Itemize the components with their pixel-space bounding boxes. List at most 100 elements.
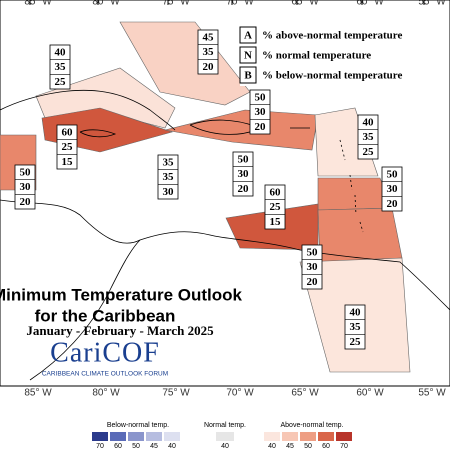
colorbar-tick: 50 [132, 443, 140, 450]
region [317, 207, 403, 263]
forecast-above: 50 [255, 92, 267, 104]
forecast-above: 45 [203, 32, 215, 44]
legend-key: A [244, 30, 252, 42]
colorbar-swatch [128, 432, 144, 441]
forecast-box [157, 154, 179, 200]
forecast-above: 50 [238, 154, 250, 166]
legend-background [240, 24, 415, 86]
forecast-box [249, 89, 271, 135]
colorbar-swatch [146, 432, 162, 441]
forecast-below: 15 [62, 156, 74, 168]
longitude-label: 75° W [162, 0, 190, 8]
forecast-normal: 30 [20, 181, 32, 193]
forecast-box [357, 114, 379, 160]
longitude-label: 80° W [92, 0, 120, 8]
colorbar-tick: 70 [340, 443, 348, 450]
forecast-above: 40 [55, 47, 67, 59]
colorbar-tick: 50 [304, 443, 312, 450]
forecast-box [344, 304, 366, 350]
forecast-below: 25 [363, 146, 375, 158]
forecast-above: 50 [20, 167, 32, 179]
forecast-above: 60 [62, 127, 74, 139]
forecast-normal: 30 [238, 168, 250, 180]
forecast-above: 40 [363, 117, 375, 129]
forecast-normal: 25 [62, 141, 74, 153]
forecast-normal: 30 [387, 183, 399, 195]
legend-key-box [239, 66, 257, 84]
forecast-box [381, 166, 403, 212]
longitude-label: 55° W [418, 388, 446, 399]
colorbar-tick: 40 [221, 443, 229, 450]
forecast-below: 25 [55, 76, 67, 88]
colorbar-swatch [110, 432, 126, 441]
forecast-normal: 30 [255, 106, 267, 118]
colorbar-swatch [216, 432, 234, 441]
forecast-below: 25 [350, 336, 362, 348]
forecast-below: 20 [307, 276, 319, 288]
colorbar-tick: 40 [168, 443, 176, 450]
legend-key-box [239, 46, 257, 64]
colorbar-tick: 45 [150, 443, 158, 450]
forecast-normal: 25 [270, 201, 282, 213]
forecast-box [264, 184, 286, 230]
forecast-normal: 35 [55, 61, 67, 73]
forecast-normal: 30 [307, 261, 319, 273]
forecast-below: 20 [20, 196, 32, 208]
coastline [79, 129, 117, 138]
forecast-box [49, 44, 71, 90]
coastline [0, 89, 176, 131]
longitude-label: 80° W [92, 388, 120, 399]
period: January - February - March 2025 [26, 323, 214, 338]
forecast-box [197, 29, 219, 75]
forecast-above: 35 [163, 157, 175, 169]
colorbar-title: Normal temp. [204, 422, 246, 429]
forecast-below: 15 [270, 216, 282, 228]
legend-text: % above-normal temperature [262, 30, 402, 42]
legend-text: % below-normal temperature [262, 70, 402, 82]
longitude-label: 65° W [291, 0, 319, 8]
forecast-below: 30 [163, 186, 175, 198]
forecast-above: 50 [387, 169, 399, 181]
colorbar-tick: 40 [268, 443, 276, 450]
forecast-box [232, 151, 254, 197]
region [317, 177, 393, 211]
colorbar-swatch [318, 432, 334, 441]
legend-text: % normal temperature [262, 50, 371, 62]
coastlines [0, 89, 450, 381]
logo-name: CariCOF [50, 337, 160, 368]
coastline [29, 239, 141, 381]
longitude-label: 85° W [24, 0, 52, 8]
forecast-below: 20 [238, 183, 250, 195]
region [119, 21, 251, 106]
forecast-below: 20 [387, 198, 399, 210]
longitude-label: 60° W [356, 388, 384, 399]
legend [240, 24, 415, 86]
colorbar-title: Below-normal temp. [107, 422, 169, 429]
logo-tagline: CARIBBEAN CLIMATE OUTLOOK FORUM [42, 371, 168, 378]
longitude-label: 75° W [162, 388, 190, 399]
forecast-above: 40 [350, 307, 362, 319]
longitude-label: 70° W [226, 0, 254, 8]
colorbar-swatch [264, 432, 280, 441]
forecast-normal: 35 [203, 46, 215, 58]
forecast-below: 20 [203, 61, 215, 73]
colorbar-swatch [282, 432, 298, 441]
longitude-label: 60° W [356, 0, 384, 8]
colorbar-tick: 45 [286, 443, 294, 450]
colorbar-title: Above-normal temp. [280, 422, 343, 429]
region [164, 109, 319, 151]
forecast-above: 60 [270, 187, 282, 199]
forecast-normal: 35 [363, 131, 375, 143]
longitude-label: 65° W [291, 388, 319, 399]
colorbar-tick: 60 [322, 443, 330, 450]
longitude-label: 55° W [418, 0, 446, 8]
forecast-box [14, 164, 36, 210]
forecast-box [301, 244, 323, 290]
forecast-normal: 35 [350, 321, 362, 333]
longitude-label: 85° W [24, 388, 52, 399]
colorbar-swatch [336, 432, 352, 441]
title: for the Caribbean [35, 306, 176, 325]
coastline [0, 199, 450, 311]
colorbar-swatch [164, 432, 180, 441]
